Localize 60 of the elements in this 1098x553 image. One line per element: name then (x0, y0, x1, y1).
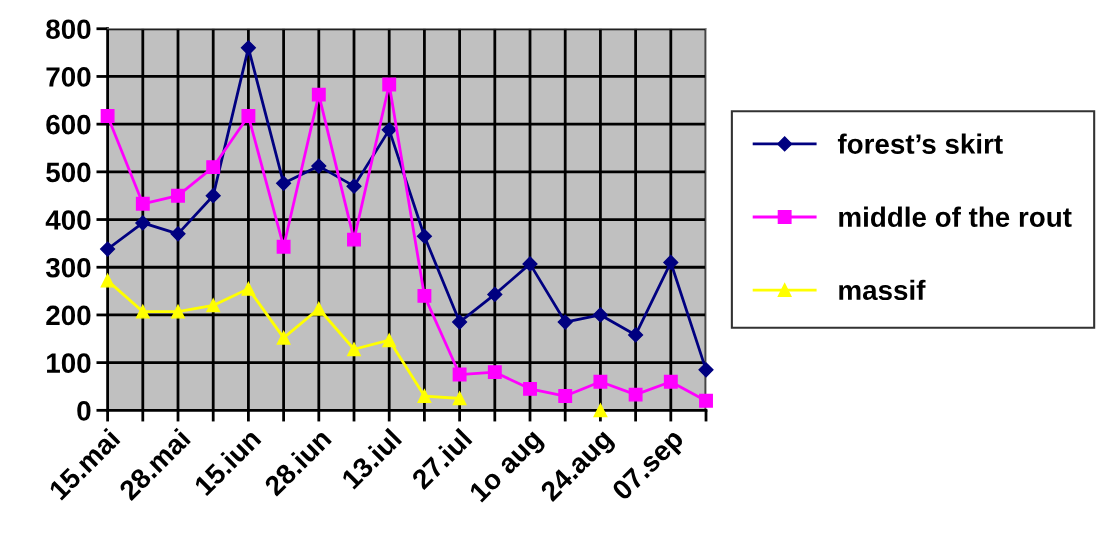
point (628, 387, 643, 402)
legend-label: massif (839, 279, 926, 301)
point (522, 256, 538, 272)
point (628, 327, 644, 343)
point (487, 365, 502, 380)
point (558, 389, 573, 403)
point (135, 304, 150, 319)
point (416, 228, 432, 244)
point (205, 188, 221, 204)
point (311, 87, 326, 102)
point (698, 362, 714, 378)
y-tick-label: 800 (46, 19, 91, 40)
point (382, 77, 397, 92)
point (170, 226, 186, 242)
point (593, 374, 608, 389)
point (135, 196, 150, 211)
point (276, 175, 292, 191)
y-tick-label: 0 (77, 400, 91, 421)
y-tick-label: 400 (45, 210, 91, 230)
point (593, 403, 608, 418)
point (206, 298, 221, 313)
y-tick-label: 700 (46, 67, 91, 87)
point (171, 304, 185, 319)
point (311, 158, 327, 174)
point (417, 288, 432, 303)
point (240, 40, 256, 56)
point (206, 160, 221, 175)
point (347, 232, 361, 247)
y-tick-label: 200 (46, 305, 91, 326)
point (347, 342, 361, 357)
point (276, 239, 291, 254)
point (699, 393, 713, 408)
point (557, 314, 573, 330)
y-tick-label: 100 (47, 353, 91, 373)
point (100, 109, 115, 123)
point (487, 286, 503, 302)
point (523, 381, 537, 396)
legend-label: forest’s skirt (837, 133, 1003, 154)
point (663, 254, 679, 271)
y-tick-label: 600 (46, 114, 91, 135)
legend-label: middle of the rout (839, 206, 1072, 227)
point (417, 389, 432, 403)
point (592, 307, 608, 323)
point (100, 273, 115, 288)
y-tick-label: 300 (45, 257, 91, 278)
point (452, 314, 468, 330)
point (382, 333, 397, 348)
point (135, 215, 151, 231)
point (241, 109, 256, 123)
point (663, 374, 678, 389)
point (452, 367, 467, 382)
point (100, 241, 116, 257)
point (311, 301, 326, 316)
point (381, 122, 397, 138)
point (276, 330, 291, 345)
point (171, 188, 185, 203)
y-tick-label: 500 (46, 162, 91, 183)
point (346, 178, 362, 194)
point (241, 281, 256, 296)
point (452, 391, 467, 406)
